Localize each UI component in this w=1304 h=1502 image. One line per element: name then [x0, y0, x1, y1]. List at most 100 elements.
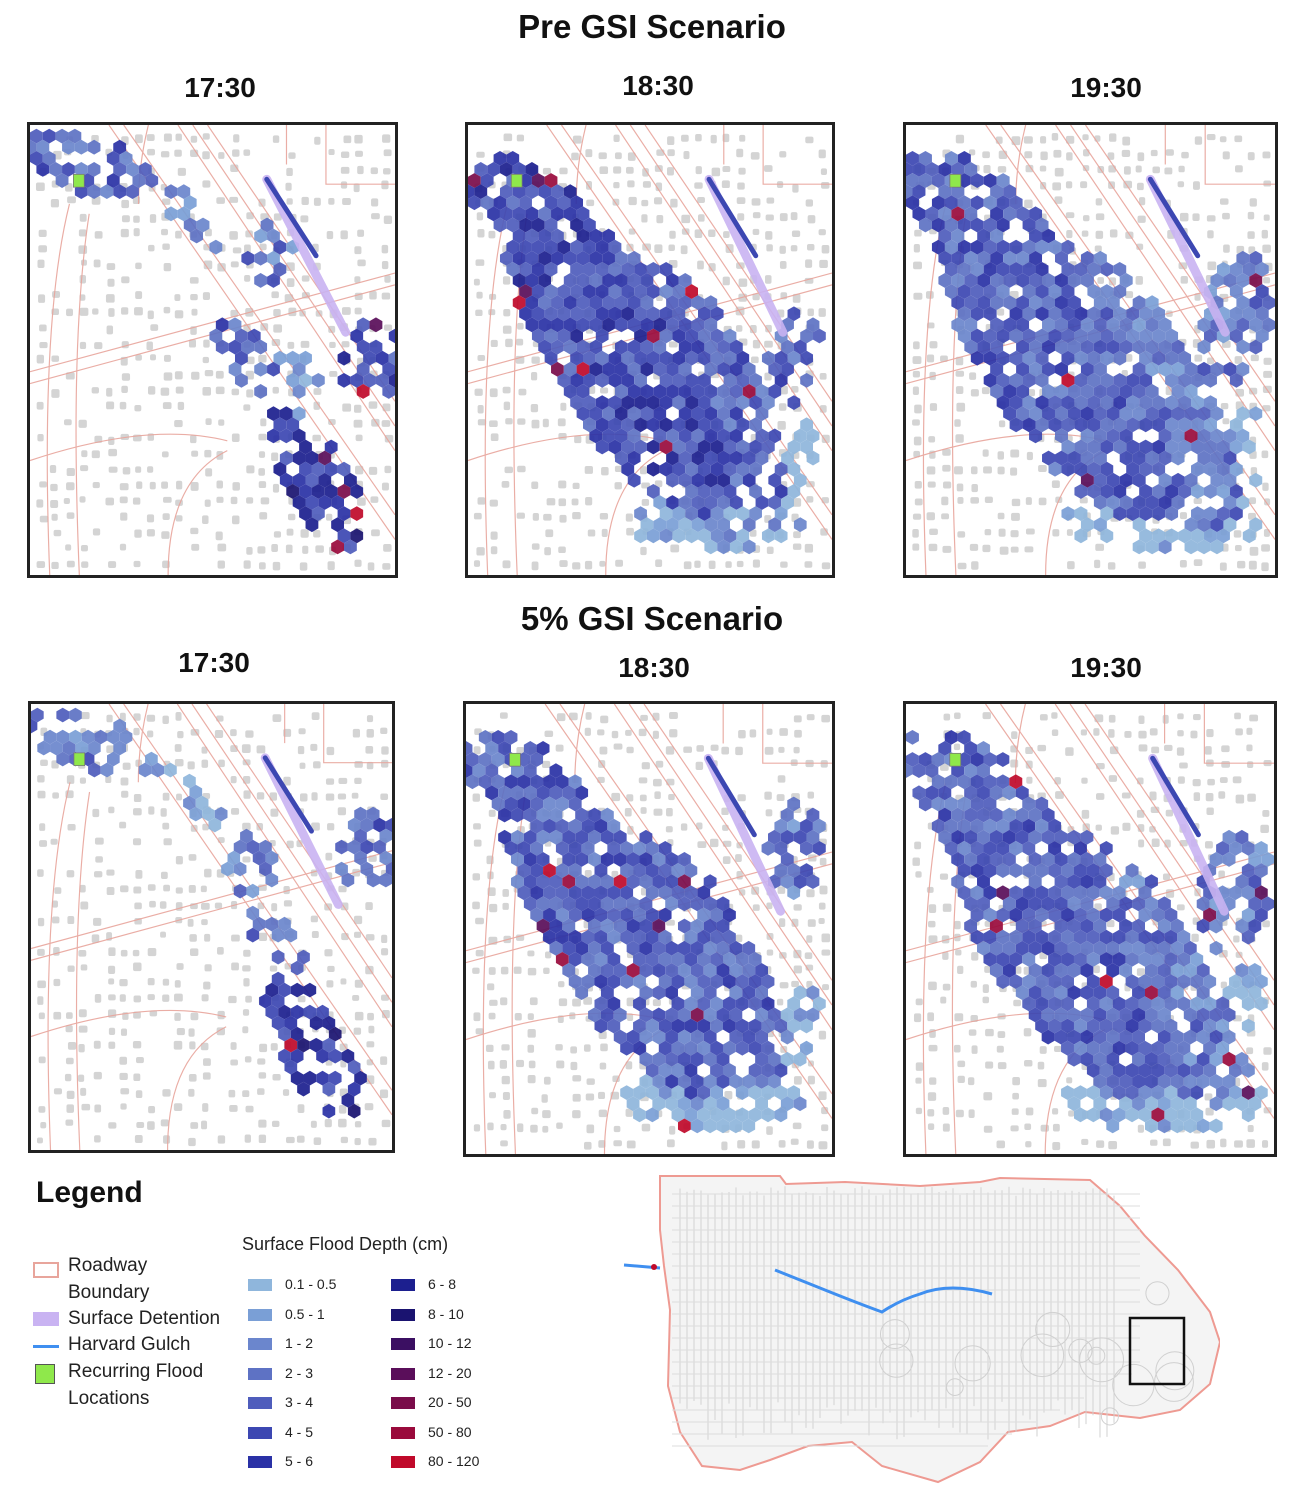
- flood-cell: [774, 818, 788, 834]
- building: [301, 275, 310, 282]
- building: [982, 544, 991, 553]
- flood-cell: [354, 1070, 367, 1086]
- flood-cell: [589, 317, 603, 333]
- flood-cell: [1229, 974, 1242, 989]
- building: [80, 964, 88, 971]
- roadway-boundary: [323, 704, 392, 764]
- flood-cell: [1015, 896, 1029, 912]
- flood-cell: [964, 829, 978, 845]
- flood-cell: [1100, 506, 1114, 522]
- flood-cell: [1197, 450, 1211, 466]
- building: [326, 980, 334, 988]
- flood-cell: [1139, 484, 1153, 499]
- flood-cell: [665, 1029, 678, 1045]
- flood-cell: [614, 273, 628, 288]
- flood-cell: [322, 1015, 336, 1031]
- building: [1220, 402, 1229, 410]
- building: [1079, 497, 1088, 504]
- flood-cell: [1035, 284, 1049, 299]
- depth-bin-label: 1 - 2: [285, 1335, 314, 1351]
- flood-cell: [1158, 428, 1172, 444]
- building: [1264, 498, 1271, 506]
- flood-cell: [742, 361, 756, 377]
- flood-cell: [957, 284, 971, 299]
- flood-cell: [1152, 395, 1166, 410]
- flood-cell: [1157, 1096, 1171, 1112]
- building: [78, 1074, 85, 1082]
- building: [300, 215, 309, 223]
- building: [173, 1040, 183, 1050]
- flood-cell: [621, 350, 635, 366]
- flood-cell: [1236, 295, 1250, 311]
- flood-cell: [996, 261, 1010, 277]
- building: [121, 199, 130, 209]
- flood-cell: [1106, 406, 1120, 422]
- flood-map-svg: [468, 125, 832, 575]
- flood-cell: [233, 839, 247, 855]
- flood-cell: [234, 328, 248, 344]
- building: [1025, 1107, 1034, 1116]
- curvy-street: [1068, 1338, 1093, 1363]
- flood-cell: [691, 317, 705, 333]
- flood-cell: [543, 885, 556, 901]
- flood-cell: [1152, 484, 1166, 499]
- flood-cell: [499, 250, 513, 266]
- flood-cell: [1106, 1029, 1120, 1045]
- flood-cell: [1100, 461, 1114, 477]
- flood-cell: [472, 763, 486, 779]
- surface-detention: [262, 174, 351, 337]
- flood-cell: [337, 350, 351, 366]
- flood-cell: [1061, 284, 1075, 299]
- flood-cell: [620, 974, 634, 989]
- flood-cell: [729, 940, 743, 956]
- building: [1246, 1139, 1255, 1148]
- flood-cell: [1009, 863, 1023, 878]
- flood-cell: [717, 517, 730, 533]
- building: [135, 354, 142, 361]
- flood-cell: [1178, 439, 1192, 455]
- building: [1222, 543, 1229, 552]
- building: [353, 183, 360, 193]
- building: [37, 948, 45, 956]
- outfall-marker: [651, 1264, 657, 1270]
- flood-cell: [595, 372, 609, 388]
- flood-cell: [666, 295, 679, 311]
- building: [954, 1013, 964, 1022]
- flood-cell: [373, 817, 386, 833]
- flood-cell: [576, 273, 590, 288]
- building: [819, 372, 827, 380]
- flood-cell: [375, 372, 389, 388]
- flood-cell: [653, 384, 667, 399]
- flood-cell: [132, 173, 146, 188]
- flood-cell: [977, 940, 990, 956]
- building: [242, 856, 251, 863]
- flood-cell: [1170, 1029, 1184, 1045]
- flood-cell: [690, 963, 704, 978]
- building: [1135, 276, 1143, 285]
- flood-cell: [1042, 295, 1055, 311]
- building: [488, 230, 496, 239]
- flood-cell: [1061, 350, 1075, 366]
- depth-bin-label: 12 - 20: [428, 1364, 472, 1381]
- flood-cell: [684, 863, 698, 878]
- flood-cell: [703, 1118, 717, 1134]
- flood-cell: [671, 885, 685, 901]
- building: [999, 546, 1009, 555]
- flood-cell: [1048, 461, 1062, 477]
- flood-cell: [697, 1018, 711, 1034]
- flood-cell: [1126, 328, 1140, 344]
- building: [133, 1073, 141, 1082]
- flood-cell: [1125, 996, 1139, 1012]
- building: [189, 948, 199, 956]
- flood-cell: [983, 796, 997, 812]
- flood-map-svg: [30, 125, 395, 575]
- building: [642, 181, 651, 188]
- flood-cell: [1126, 395, 1140, 410]
- building: [119, 821, 127, 829]
- flood-cell: [912, 785, 926, 801]
- building: [584, 560, 593, 570]
- flood-cell: [1015, 807, 1029, 823]
- flood-cell: [672, 328, 686, 344]
- flood-cell: [691, 339, 705, 355]
- building: [285, 182, 292, 191]
